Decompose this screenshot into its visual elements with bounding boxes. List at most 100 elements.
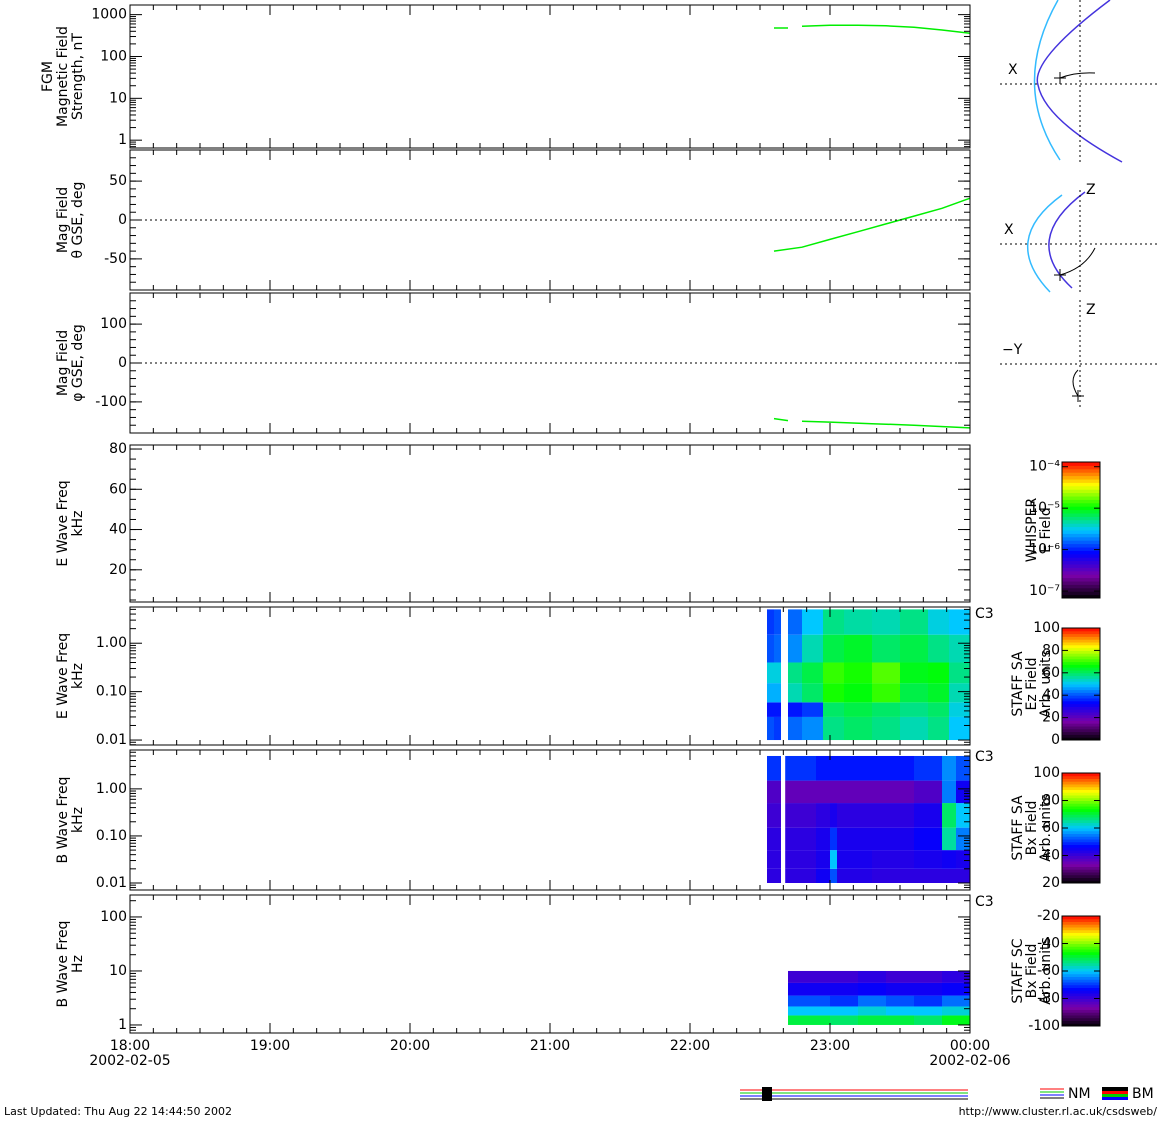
colorbar-swatch (1062, 570, 1100, 575)
heatmap-cell (914, 995, 942, 1007)
colorbar-swatch (1062, 982, 1100, 986)
heatmap-cell (837, 755, 872, 781)
colorbar-swatch (1062, 594, 1100, 599)
heatmap-cell (795, 755, 816, 781)
colorbar-swatch (1062, 485, 1100, 490)
heatmap-cell (872, 780, 914, 804)
colorbar-label: Arb. units (1038, 650, 1054, 718)
orbit-axis-label: X (1004, 222, 1014, 238)
colorbar-swatch (1062, 639, 1100, 643)
colorbar-swatch (1062, 1004, 1100, 1008)
heatmap-cell (823, 609, 844, 635)
heatmap-cell (795, 803, 816, 828)
heatmap-cell (942, 982, 970, 996)
heatmap-cell (802, 716, 823, 741)
heatmap-cell (914, 780, 942, 804)
colorbar-swatch (1062, 918, 1100, 922)
heatmap-cell (900, 609, 928, 635)
colorbar-swatch (1062, 526, 1100, 531)
heatmap-cell (914, 850, 942, 869)
colorbar-swatch (1062, 1012, 1100, 1016)
heatmap-cell (774, 634, 781, 663)
heatmap-cell (928, 702, 949, 717)
colorbar-label: Arb. units (1038, 937, 1054, 1005)
heatmap-cell (785, 780, 795, 804)
colorbar-swatch (1062, 543, 1100, 548)
colorbar-swatch (1062, 962, 1100, 966)
colorbar-swatch (1062, 530, 1100, 534)
colorbar-swatch (1062, 706, 1100, 710)
heatmap-cell (823, 634, 844, 663)
colorbar-swatch (1062, 814, 1100, 818)
heatmap-cell (928, 683, 949, 703)
colorbar-swatch (1062, 577, 1100, 582)
heatmap-cell (949, 662, 970, 684)
y-tick-label: 1000 (91, 7, 127, 23)
colorbar-swatch (1062, 502, 1100, 507)
y-tick-label: 20 (109, 562, 127, 578)
heatmap-cell (886, 970, 914, 983)
heatmap-cell (942, 803, 956, 828)
colorbar-swatch (1062, 960, 1100, 964)
y-tick-label: 0.10 (96, 828, 127, 844)
heatmap-cell (872, 683, 900, 703)
colorbar-tick-label: -40 (1037, 936, 1060, 952)
y-tick-label: 0 (118, 355, 127, 371)
colorbar-swatch (1062, 664, 1100, 668)
heatmap-cell (949, 609, 970, 635)
heatmap-cell (830, 755, 837, 781)
heatmap-cell (767, 780, 781, 804)
colorbar-swatch (1062, 839, 1100, 843)
heatmap-cell (830, 827, 837, 851)
y-tick-label: -50 (104, 251, 127, 267)
orbit-axis-label: −Y (1002, 342, 1023, 358)
colorbar-label: E Field (1038, 507, 1054, 553)
x-tick-label: 23:00 (810, 1038, 850, 1054)
heatmap-cell (942, 850, 956, 869)
heatmap-cell (914, 755, 942, 781)
colorbar-swatch (1062, 795, 1100, 799)
colorbar-swatch (1062, 789, 1100, 793)
colorbar-swatch (1062, 971, 1100, 975)
heatmap-cell (785, 868, 795, 883)
x-date-label: 2002-02-05 (89, 1053, 170, 1069)
y-axis-label: E Wave Freq (55, 480, 71, 566)
colorbar-swatch (1062, 557, 1100, 562)
colorbar-swatch (1062, 506, 1100, 511)
heatmap-cell (830, 970, 858, 983)
colorbar-swatch (1062, 861, 1100, 865)
colorbar-swatch (1062, 819, 1100, 823)
colorbar-swatch (1062, 633, 1100, 637)
heatmap-cell (956, 755, 970, 781)
colorbar-swatch (1062, 792, 1100, 796)
colorbar-swatch (1062, 465, 1100, 470)
colorbar-swatch (1062, 880, 1100, 884)
colorbar-frame (1061, 461, 1101, 599)
heatmap-cell (858, 1006, 886, 1016)
colorbar-label: Arb. units (1038, 794, 1054, 862)
colorbar-swatch (1062, 951, 1100, 955)
colorbar-swatch (1062, 717, 1100, 721)
heatmap-cell (928, 662, 949, 684)
colorbar-swatch (1062, 636, 1100, 640)
heatmap-cell (872, 634, 900, 663)
x-tick-label: 19:00 (250, 1038, 290, 1054)
x-tick-label: 00:00 (950, 1038, 990, 1054)
colorbar-swatch (1062, 553, 1100, 558)
colorbar-tick-label: 10⁻⁷ (1029, 583, 1060, 599)
panel-frame (129, 444, 971, 603)
heatmap-cell (837, 780, 872, 804)
heatmap-cell (956, 780, 970, 804)
colorbar-swatch (1062, 1015, 1100, 1019)
heatmap-cell (942, 780, 956, 804)
colorbar-swatch (1062, 650, 1100, 654)
colorbar-swatch (1062, 574, 1100, 579)
colorbar-swatch (1062, 822, 1100, 826)
colorbar-swatch (1062, 1023, 1100, 1027)
colorbar-swatch (1062, 703, 1100, 707)
colorbar-swatch (1062, 993, 1100, 997)
colorbar-swatch (1062, 672, 1100, 677)
colorbar-swatch (1062, 872, 1100, 876)
orbit-axis-label: Z (1086, 182, 1096, 198)
heatmap-cell (788, 683, 802, 703)
